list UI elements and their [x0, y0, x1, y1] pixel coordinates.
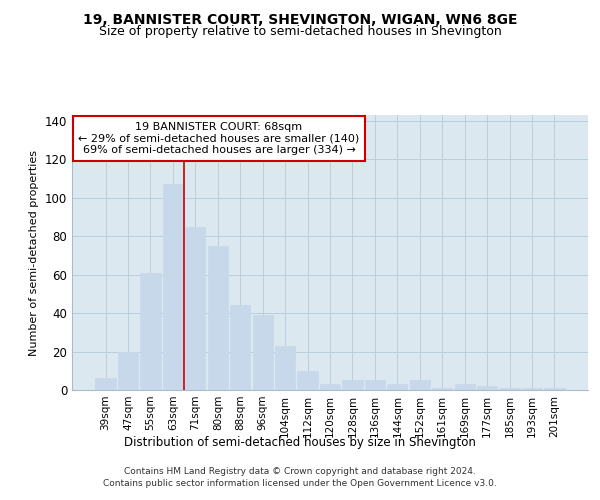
Bar — [387, 384, 407, 390]
Bar — [320, 384, 340, 390]
Bar — [253, 315, 273, 390]
Bar — [118, 352, 138, 390]
Bar — [499, 388, 520, 390]
Bar — [343, 380, 362, 390]
Text: 19 BANNISTER COURT: 68sqm
← 29% of semi-detached houses are smaller (140)
69% of: 19 BANNISTER COURT: 68sqm ← 29% of semi-… — [79, 122, 359, 155]
Bar — [365, 380, 385, 390]
Bar — [230, 306, 250, 390]
Text: 19, BANNISTER COURT, SHEVINGTON, WIGAN, WN6 8GE: 19, BANNISTER COURT, SHEVINGTON, WIGAN, … — [83, 12, 517, 26]
Bar — [208, 246, 228, 390]
Text: Contains HM Land Registry data © Crown copyright and database right 2024.: Contains HM Land Registry data © Crown c… — [124, 467, 476, 476]
Text: Distribution of semi-detached houses by size in Shevington: Distribution of semi-detached houses by … — [124, 436, 476, 449]
Bar — [140, 272, 161, 390]
Bar — [275, 346, 295, 390]
Bar — [522, 388, 542, 390]
Bar — [544, 388, 565, 390]
Bar — [455, 384, 475, 390]
Bar — [410, 380, 430, 390]
Text: Size of property relative to semi-detached houses in Shevington: Size of property relative to semi-detach… — [98, 25, 502, 38]
Bar — [298, 371, 317, 390]
Bar — [185, 226, 205, 390]
Bar — [432, 388, 452, 390]
Bar — [163, 184, 183, 390]
Bar — [477, 386, 497, 390]
Bar — [95, 378, 116, 390]
Y-axis label: Number of semi-detached properties: Number of semi-detached properties — [29, 150, 39, 356]
Text: Contains public sector information licensed under the Open Government Licence v3: Contains public sector information licen… — [103, 478, 497, 488]
